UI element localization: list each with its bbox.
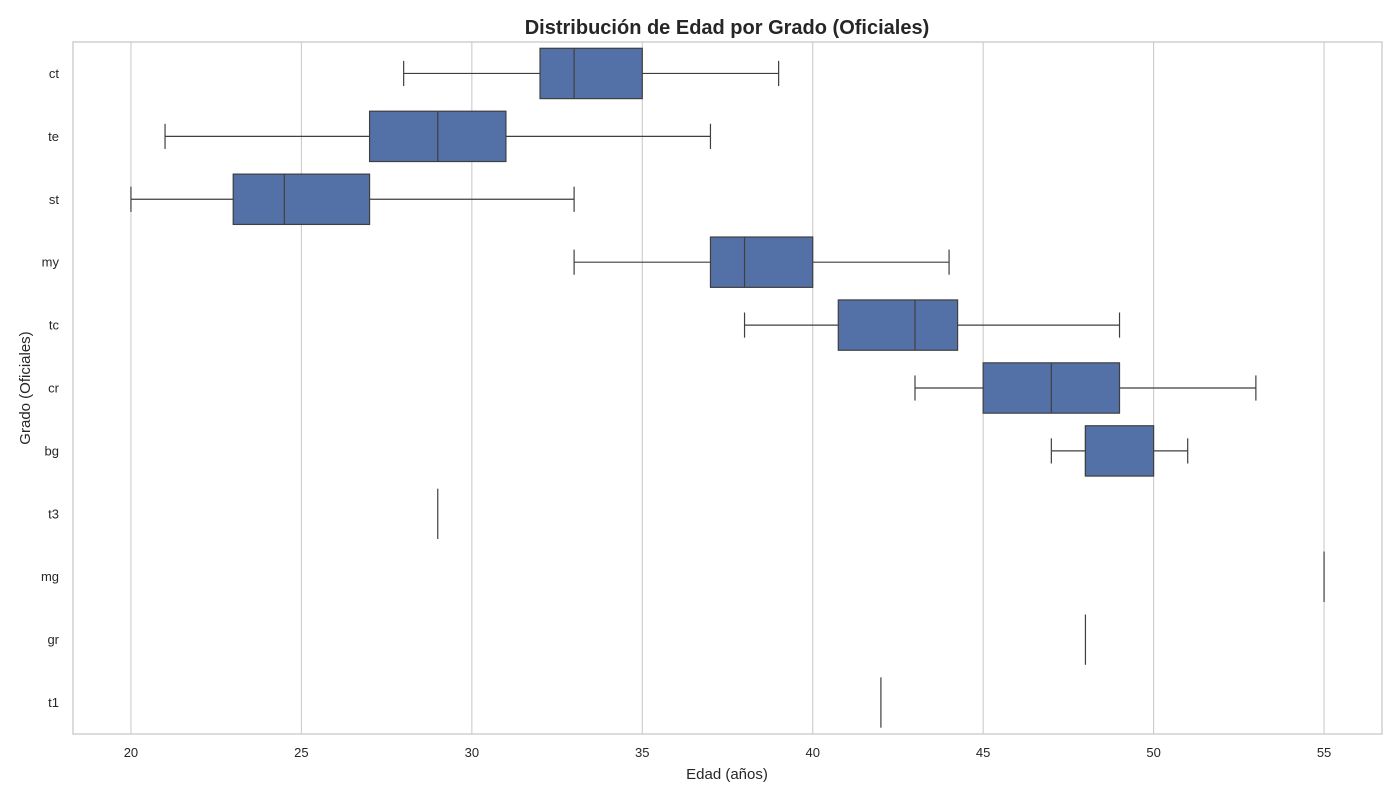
iqr-box: [232, 173, 371, 226]
x-tick-label: 20: [124, 745, 138, 760]
y-tick-label: cr: [48, 381, 60, 396]
y-tick-label: tc: [49, 318, 60, 333]
x-tick-label: 55: [1317, 745, 1331, 760]
box-st: [130, 173, 575, 226]
box-tc: [743, 299, 1121, 351]
y-axis-label: Grado (Oficiales): [17, 331, 34, 444]
box-cr: [914, 362, 1257, 414]
y-tick-label: my: [42, 255, 60, 270]
x-tick-labels: 20 25 30 35 40 45 50 55: [124, 745, 1332, 760]
plot-frame: [72, 41, 1383, 735]
y-tick-label: te: [48, 129, 59, 144]
y-tick-label: mg: [41, 569, 59, 584]
y-tick-label: bg: [45, 443, 59, 458]
x-tick-label: 25: [294, 745, 308, 760]
x-tick-label: 45: [976, 745, 990, 760]
y-tick-label: st: [49, 192, 60, 207]
x-tick-label: 50: [1146, 745, 1160, 760]
iqr-box: [539, 47, 643, 100]
y-tick-labels: ct te st my tc cr bg t3 mg gr t1: [41, 66, 60, 710]
y-tick-label: ct: [49, 66, 60, 81]
x-tick-label: 40: [805, 745, 819, 760]
x-tick-label: 35: [635, 745, 649, 760]
x-axis-label: Edad (años): [686, 766, 768, 783]
x-tick-label: 30: [465, 745, 479, 760]
iqr-box: [709, 236, 814, 288]
iqr-box: [1084, 425, 1155, 477]
iqr-box: [837, 299, 959, 351]
box-series: [130, 47, 1325, 728]
y-tick-label: t1: [48, 695, 59, 710]
y-tick-label: t3: [48, 506, 59, 521]
y-tick-label: gr: [47, 632, 59, 647]
box-te: [164, 110, 712, 163]
box-ct: [403, 47, 780, 100]
box-bg: [1050, 425, 1189, 477]
chart-title: Distribución de Edad por Grado (Oficiale…: [525, 17, 930, 39]
box-my: [573, 236, 950, 288]
